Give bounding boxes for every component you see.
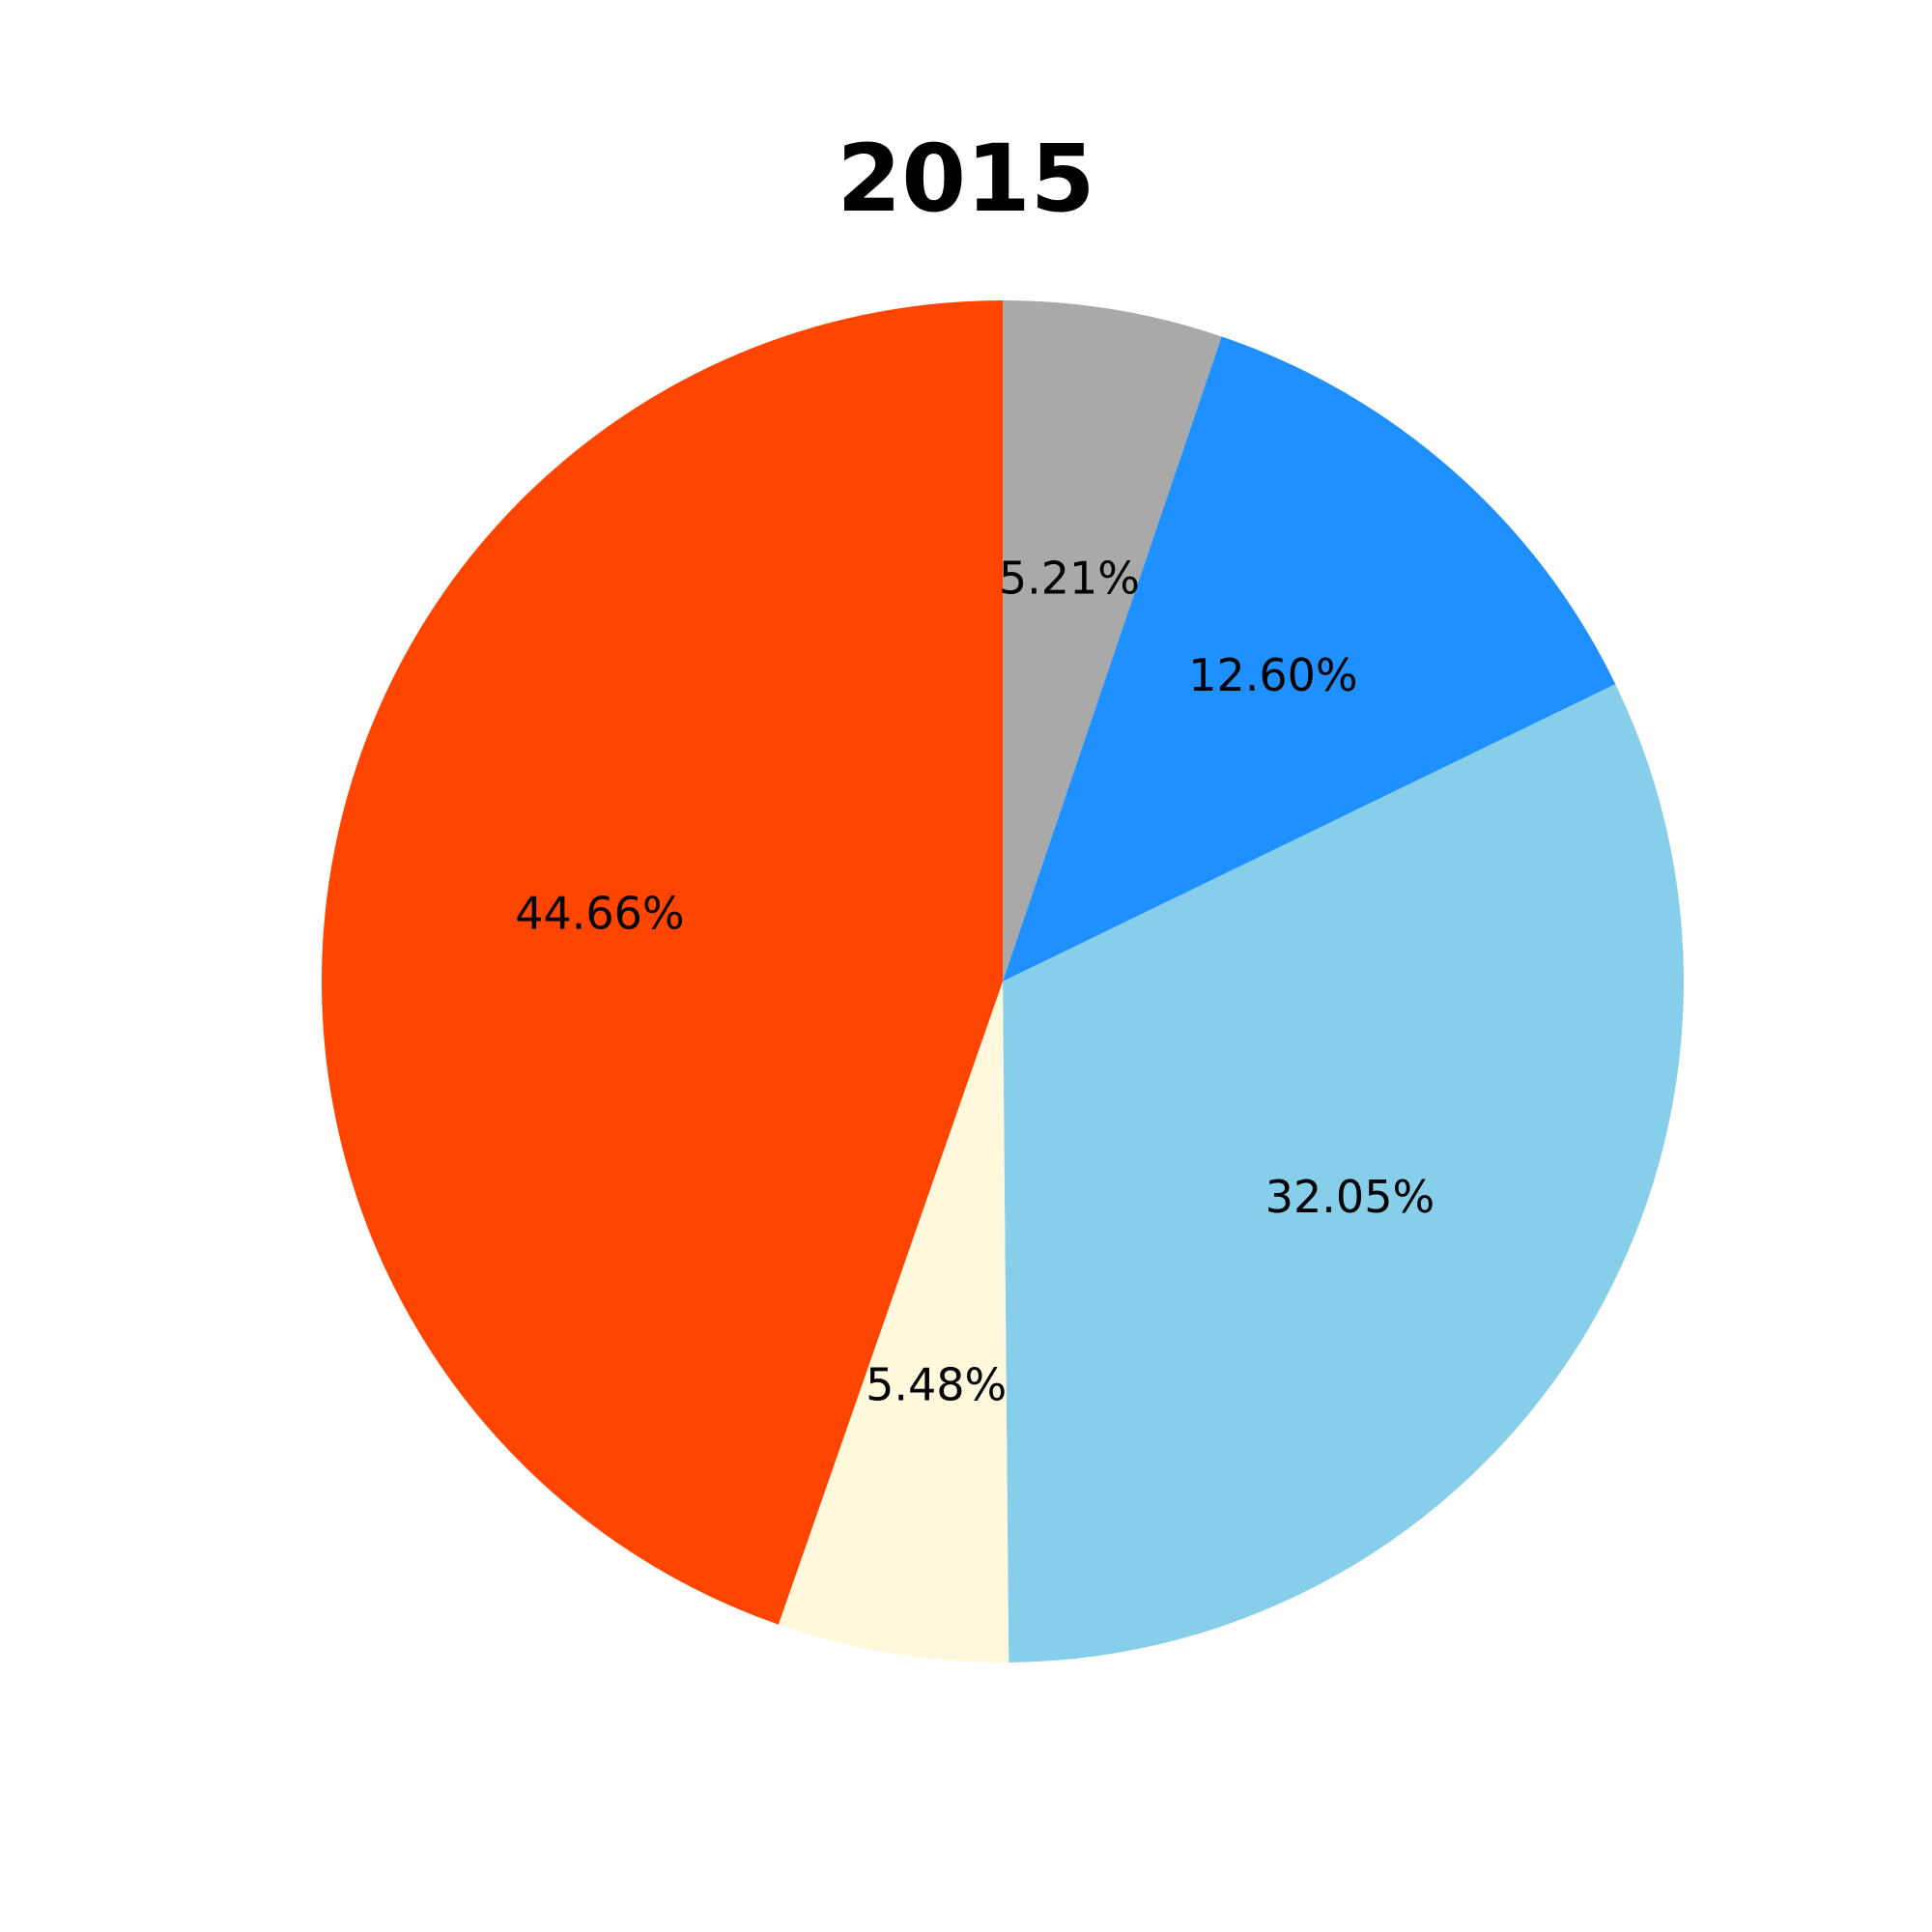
pie-slice-3 [1003, 684, 1684, 1662]
pie-slice-4 [778, 981, 1009, 1662]
chart-title: 2015 [837, 125, 1095, 233]
pie-slice-label-2: 12.60% [1188, 649, 1357, 701]
pie-slice-1 [1003, 300, 1222, 981]
pie-slice-label-1: 5.21% [999, 553, 1140, 605]
pie-slice-5 [321, 300, 1003, 1625]
pie-slices [321, 300, 1684, 1662]
pie-labels: 5.21% 12.60% 32.05% 5.48% 44.66% [515, 553, 1435, 1411]
pie-slice-2 [1003, 336, 1616, 981]
pie-slice-label-3: 32.05% [1265, 1171, 1435, 1223]
pie-slice-label-5: 44.66% [515, 887, 684, 939]
pie-slice-label-4: 5.48% [866, 1358, 1007, 1410]
